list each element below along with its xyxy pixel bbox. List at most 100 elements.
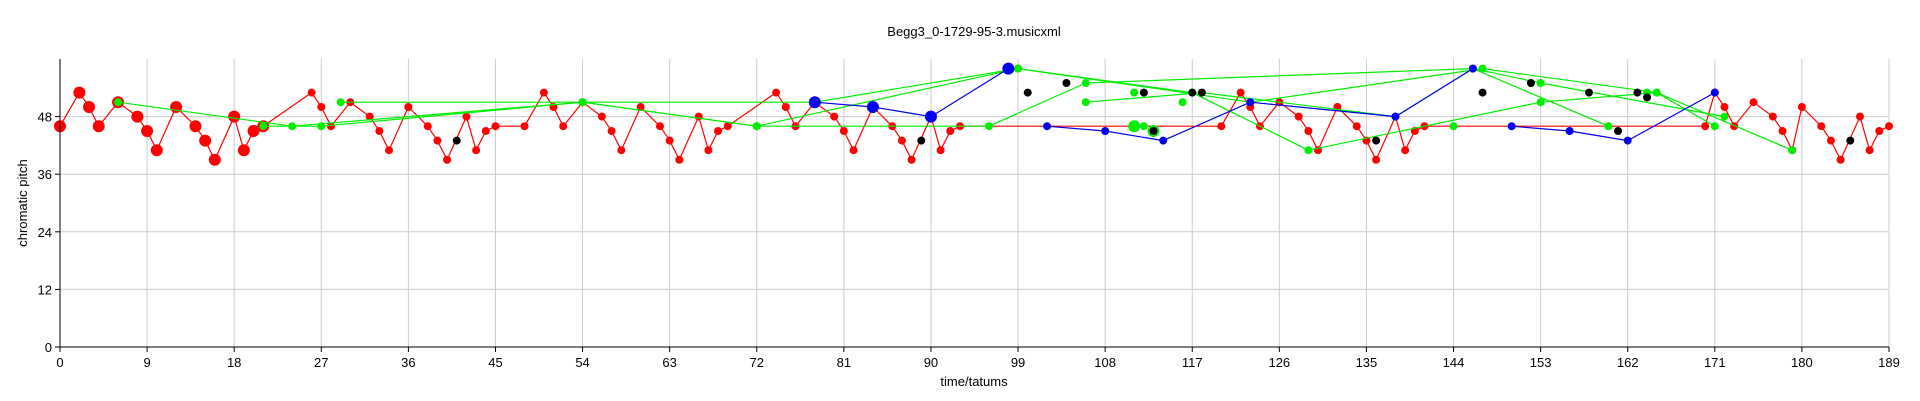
y-axis-label: chromatic pitch bbox=[15, 159, 30, 246]
blue-note-point bbox=[1246, 98, 1255, 107]
axes bbox=[59, 59, 1889, 348]
red-note-point bbox=[1236, 88, 1245, 97]
red-note-point bbox=[404, 103, 413, 111]
x-tick-label: 117 bbox=[1182, 355, 1203, 370]
black-note-point bbox=[1197, 88, 1206, 97]
red-note-point bbox=[559, 122, 568, 131]
y-tick-label: 0 bbox=[45, 340, 52, 355]
red-note-point bbox=[247, 125, 260, 137]
black-note-point bbox=[1846, 136, 1855, 145]
blue-note-point bbox=[1507, 122, 1516, 131]
red-note-point bbox=[189, 120, 202, 133]
red-note-point bbox=[597, 112, 606, 121]
x-tick-label: 189 bbox=[1878, 355, 1900, 370]
red-note-point bbox=[228, 110, 241, 123]
x-tick-label: 27 bbox=[314, 355, 328, 370]
red-note-point bbox=[1217, 122, 1226, 131]
green-note-point bbox=[1710, 122, 1719, 131]
red-note-point bbox=[665, 136, 674, 145]
red-note-point bbox=[936, 146, 945, 155]
red-note-point bbox=[636, 103, 645, 111]
black-note-point bbox=[1478, 88, 1487, 97]
x-tick-label: 135 bbox=[1356, 355, 1378, 370]
x-tick-label: 54 bbox=[575, 355, 589, 370]
red-note-point bbox=[723, 122, 732, 131]
y-tick-label: 12 bbox=[38, 282, 52, 297]
red-note-point bbox=[237, 144, 250, 157]
x-tick-label: 153 bbox=[1530, 355, 1552, 370]
red-note-point bbox=[307, 88, 316, 97]
red-note-point bbox=[423, 122, 432, 131]
black-note-point bbox=[452, 136, 461, 145]
green-note-point bbox=[1536, 98, 1545, 107]
red-note-point bbox=[491, 122, 500, 131]
green-note-point bbox=[1139, 122, 1148, 131]
red-note-point bbox=[1778, 127, 1787, 135]
blue-note-point bbox=[1002, 62, 1015, 75]
black-note-point bbox=[1062, 79, 1071, 87]
blue-note-point bbox=[1565, 127, 1574, 135]
blue-note-point bbox=[1043, 122, 1052, 131]
green-note-point bbox=[1788, 146, 1797, 155]
black-note-point bbox=[1585, 88, 1594, 97]
red-note-point bbox=[481, 127, 490, 135]
red-note-point bbox=[150, 144, 163, 157]
black-note-point bbox=[1149, 127, 1158, 135]
red-note-point bbox=[1294, 112, 1303, 121]
red-note-point bbox=[1797, 103, 1806, 111]
tick-labels: 0 9 18 27 36 45 54 63 72 81 90 99 108 117 126 135 144 153… bbox=[38, 110, 1900, 370]
red-note-point bbox=[83, 101, 96, 113]
blue-series bbox=[1507, 88, 1719, 145]
red-note-point bbox=[1836, 155, 1845, 164]
red-note-point bbox=[1720, 103, 1729, 111]
green-note-point bbox=[114, 98, 123, 107]
blue-note-point bbox=[924, 110, 937, 123]
blue-series bbox=[808, 62, 1015, 123]
x-tick-label: 171 bbox=[1704, 355, 1726, 370]
red-note-point bbox=[1865, 146, 1874, 155]
black-note-point bbox=[1372, 136, 1381, 145]
x-tick-label: 81 bbox=[837, 355, 851, 370]
red-note-point bbox=[1855, 112, 1864, 121]
green-note-point bbox=[578, 98, 587, 107]
green-note-point bbox=[259, 122, 268, 131]
x-tick-label: 45 bbox=[488, 355, 502, 370]
red-note-point bbox=[472, 146, 481, 155]
x-axis-label: time/tatums bbox=[940, 374, 1008, 389]
green-note-point bbox=[336, 98, 345, 107]
blue-series bbox=[1043, 64, 1477, 145]
red-note-point bbox=[704, 146, 713, 155]
red-note-point bbox=[1875, 127, 1884, 135]
blue-note-point bbox=[866, 101, 879, 113]
green-note-point bbox=[1081, 98, 1090, 107]
green-note-point bbox=[1536, 79, 1545, 87]
blue-note-point bbox=[808, 96, 821, 109]
x-tick-label: 144 bbox=[1443, 355, 1465, 370]
green-note-point bbox=[1081, 79, 1090, 87]
green-note-point bbox=[752, 122, 761, 131]
red-note-point bbox=[1885, 122, 1893, 131]
red-note-point bbox=[694, 112, 703, 121]
green-note-point bbox=[1449, 122, 1458, 131]
red-note-point bbox=[907, 155, 916, 164]
black-note-point bbox=[917, 136, 926, 145]
red-note-point bbox=[131, 110, 144, 123]
y-tick-label: 36 bbox=[38, 167, 52, 182]
x-tick-label: 36 bbox=[401, 355, 415, 370]
red-note-point bbox=[1304, 127, 1313, 135]
y-tick-label: 24 bbox=[38, 225, 52, 240]
red-note-point bbox=[375, 127, 384, 135]
red-note-point bbox=[772, 88, 781, 97]
red-note-point bbox=[141, 125, 154, 137]
red-note-point bbox=[714, 127, 723, 135]
black-note-point bbox=[1023, 88, 1032, 97]
red-note-point bbox=[365, 112, 374, 121]
red-note-point bbox=[92, 120, 105, 133]
blue-note-point bbox=[1159, 136, 1168, 145]
blue-note-point bbox=[1391, 112, 1400, 121]
x-tick-label: 72 bbox=[750, 355, 764, 370]
red-note-point bbox=[1701, 122, 1710, 131]
green-note-point bbox=[1014, 64, 1023, 73]
